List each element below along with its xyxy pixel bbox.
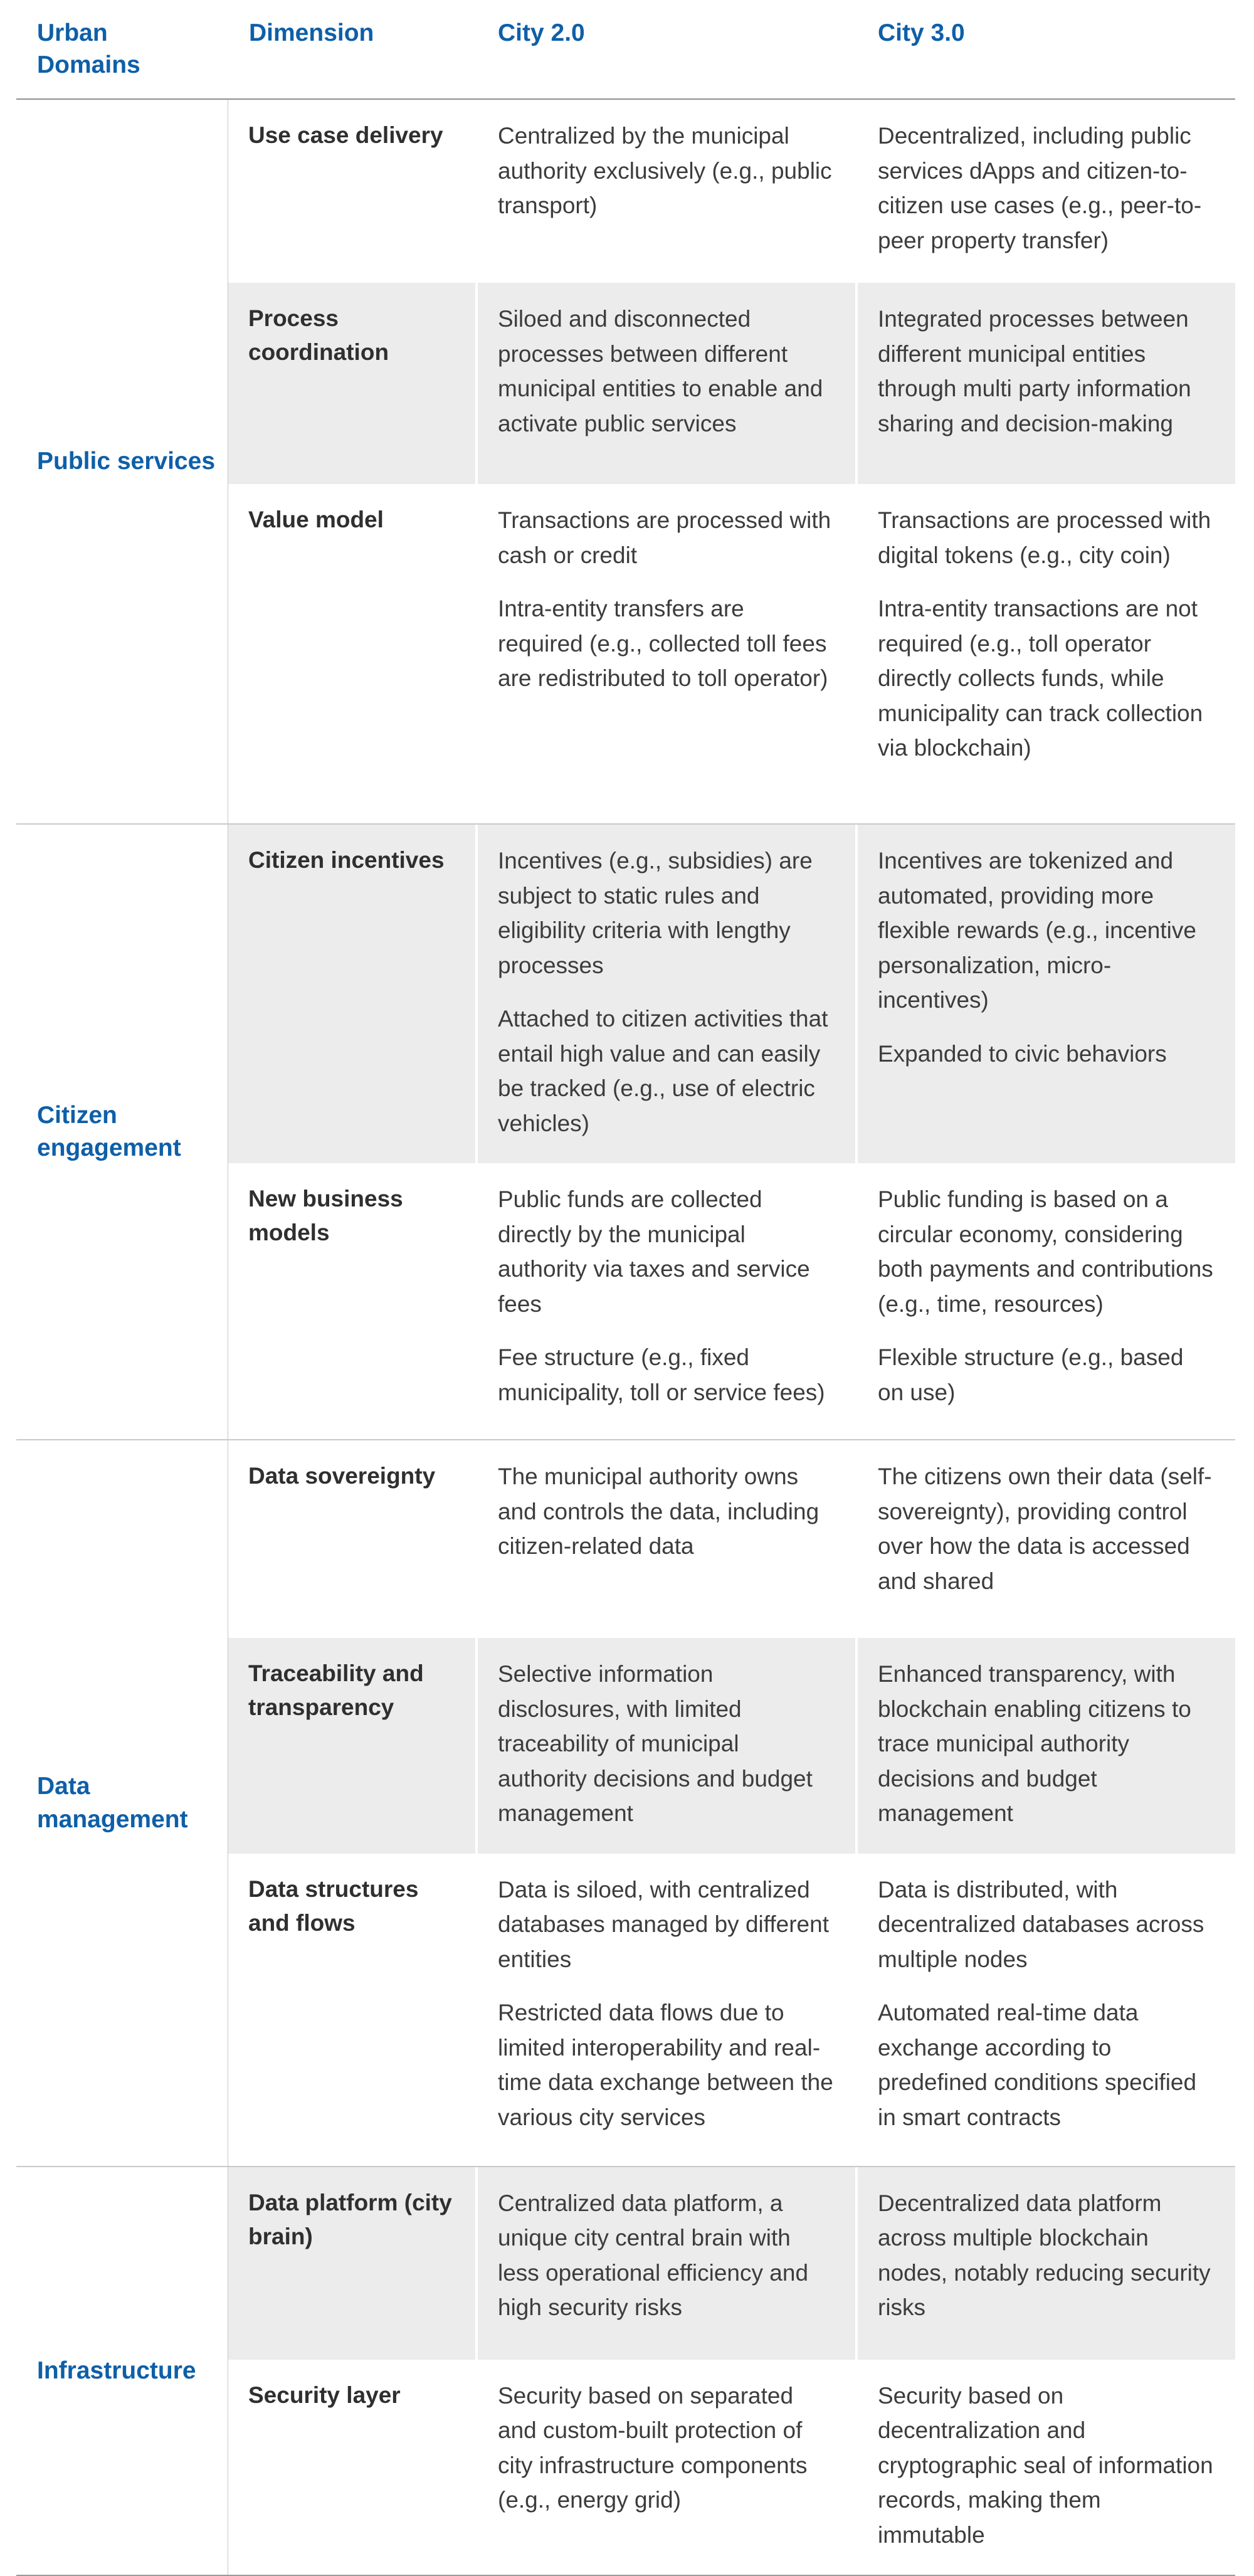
row-traceability-and-transparency: Traceability and transparency Selective … (228, 1638, 1235, 1854)
city2-cell: Incentives (e.g., subsidies) are subject… (475, 825, 855, 1164)
group-rows: Data platform (city brain) Centralized d… (228, 2167, 1235, 2575)
city2-cell: Selective information disclosures, with … (475, 1638, 855, 1854)
row-citizen-incentives: Citizen incentives Incentives (e.g., sub… (228, 825, 1235, 1164)
dimension-cell: Process coordination (228, 283, 475, 485)
dimension-cell: Citizen incentives (228, 825, 475, 1164)
dimension-cell: New business models (248, 1186, 403, 1246)
city2-cell: Public funds are collected directly by t… (475, 1163, 855, 1440)
domain-label: Data management (37, 1772, 188, 1833)
row-process-coordination: Process coordination Siloed and disconne… (228, 283, 1235, 485)
city2-cell: Security based on separated and custom-b… (475, 2359, 855, 2575)
column-header-urban-domains: Urban Domains (37, 19, 140, 78)
cell-paragraph: Public funding is based on a circular ec… (878, 1186, 1213, 1317)
comparison-table: Urban Domains Dimension City 2.0 City 3.… (16, 0, 1235, 2576)
domain-cell-data-management: Data management (16, 1440, 228, 2166)
cell-paragraph: Incentives (e.g., subsidies) are subject… (498, 848, 813, 978)
city2-cell: Centralized by the municipal authority e… (475, 100, 855, 283)
city3-cell: The citizens own their data (self-sovere… (855, 1440, 1235, 1639)
cell-paragraph: Integrated processes between different m… (878, 306, 1191, 436)
domain-label: Infrastructure (37, 2357, 196, 2384)
row-security-layer: Security layer Security based on separat… (228, 2359, 1235, 2575)
cell-paragraph: Intra-entity transfers are required (e.g… (498, 596, 828, 692)
domain-cell-citizen-engagement: Citizen engagement (16, 825, 228, 1440)
cell-paragraph: Security based on separated and custom-b… (498, 2382, 808, 2513)
domain-label: Citizen engagement (37, 1101, 181, 1162)
city2-cell: Centralized data platform, a unique city… (475, 2167, 855, 2360)
city3-cell: Transactions are processed with digital … (855, 484, 1235, 824)
domain-cell-public-services: Public services (16, 100, 228, 824)
city2-cell: Transactions are processed with cash or … (475, 484, 855, 824)
cell-paragraph: Security based on decentralization and c… (878, 2382, 1213, 2548)
cell-paragraph: The citizens own their data (self-sovere… (878, 1464, 1212, 1594)
city3-cell: Decentralized data platform across multi… (855, 2167, 1235, 2360)
city3-cell: Integrated processes between different m… (855, 283, 1235, 485)
dimension-cell: Data structures and flows (248, 1876, 419, 1936)
row-value-model: Value model Transactions are processed w… (228, 484, 1235, 824)
city3-cell: Enhanced transparency, with blockchain e… (855, 1638, 1235, 1854)
column-header-city-3-0: City 3.0 (878, 19, 965, 46)
city3-cell: Data is distributed, with decentralized … (855, 1853, 1235, 2166)
dimension-cell: Security layer (248, 2382, 401, 2408)
column-header-dimension: Dimension (249, 19, 374, 46)
row-use-case-delivery: Use case delivery Centralized by the mun… (228, 100, 1235, 283)
cell-paragraph: Public funds are collected directly by t… (498, 1186, 810, 1317)
city3-cell: Security based on decentralization and c… (855, 2359, 1235, 2575)
cell-paragraph: Centralized data platform, a unique city… (498, 2190, 809, 2321)
domain-group-citizen-engagement: Citizen engagement Citizen incentives In… (16, 825, 1235, 1441)
domain-group-data-management: Data management Data sovereignty The mun… (16, 1440, 1235, 2167)
cell-paragraph: Enhanced transparency, with blockchain e… (878, 1661, 1191, 1827)
city2-cell: Data is siloed, with centralized databas… (475, 1853, 855, 2166)
city2-cell: Siloed and disconnected processes betwee… (475, 283, 855, 485)
city3-cell: Public funding is based on a circular ec… (855, 1163, 1235, 1440)
row-data-structures-and-flows: Data structures and flows Data is siloed… (228, 1853, 1235, 2166)
cell-paragraph: Centralized by the municipal authority e… (498, 123, 832, 219)
cell-paragraph: Incentives are tokenized and automated, … (878, 848, 1196, 1013)
domain-cell-infrastructure: Infrastructure (16, 2167, 228, 2575)
cell-paragraph: Automated real-time data exchange accord… (878, 2000, 1197, 2130)
row-data-sovereignty: Data sovereignty The municipal authority… (228, 1440, 1235, 1639)
cell-paragraph: Data is distributed, with decentralized … (878, 1876, 1204, 1972)
dimension-cell: Use case delivery (248, 122, 443, 149)
city3-cell: Decentralized, including public services… (855, 100, 1235, 283)
dimension-cell: Data sovereignty (248, 1463, 436, 1489)
cell-paragraph: Attached to citizen activities that enta… (498, 1006, 828, 1136)
group-rows: Citizen incentives Incentives (e.g., sub… (228, 825, 1235, 1440)
domain-group-public-services: Public services Use case delivery Centra… (16, 100, 1235, 825)
cell-paragraph: Restricted data flows due to limited int… (498, 2000, 833, 2130)
cell-paragraph: Siloed and disconnected processes betwee… (498, 306, 823, 436)
column-header-city-2-0: City 2.0 (498, 19, 585, 46)
cell-paragraph: The municipal authority owns and control… (498, 1464, 819, 1560)
group-rows: Data sovereignty The municipal authority… (228, 1440, 1235, 2166)
city3-cell: Incentives are tokenized and automated, … (855, 825, 1235, 1164)
domain-group-infrastructure: Infrastructure Data platform (city brain… (16, 2167, 1235, 2576)
row-new-business-models: New business models Public funds are col… (228, 1163, 1235, 1440)
cell-paragraph: Selective information disclosures, with … (498, 1661, 813, 1827)
cell-paragraph: Transactions are processed with digital … (878, 507, 1211, 568)
group-rows: Use case delivery Centralized by the mun… (228, 100, 1235, 824)
cell-paragraph: Flexible structure (e.g., based on use) (878, 1344, 1184, 1405)
row-data-platform-city-brain: Data platform (city brain) Centralized d… (228, 2167, 1235, 2360)
cell-paragraph: Decentralized data platform across multi… (878, 2190, 1211, 2321)
dimension-cell: Value model (248, 507, 384, 533)
cell-paragraph: Fee structure (e.g., fixed municipality,… (498, 1344, 825, 1405)
dimension-cell: Data platform (city brain) (228, 2167, 475, 2360)
dimension-cell: Traceability and transparency (228, 1638, 475, 1854)
cell-paragraph: Expanded to civic behaviors (878, 1040, 1167, 1067)
cell-paragraph: Transactions are processed with cash or … (498, 507, 831, 568)
cell-paragraph: Data is siloed, with centralized databas… (498, 1876, 829, 1972)
city2-cell: The municipal authority owns and control… (475, 1440, 855, 1639)
cell-paragraph: Intra-entity transactions are not requir… (878, 596, 1203, 761)
table-header-row: Urban Domains Dimension City 2.0 City 3.… (16, 9, 1235, 100)
cell-paragraph: Decentralized, including public services… (878, 123, 1202, 253)
domain-label: Public services (37, 448, 216, 475)
